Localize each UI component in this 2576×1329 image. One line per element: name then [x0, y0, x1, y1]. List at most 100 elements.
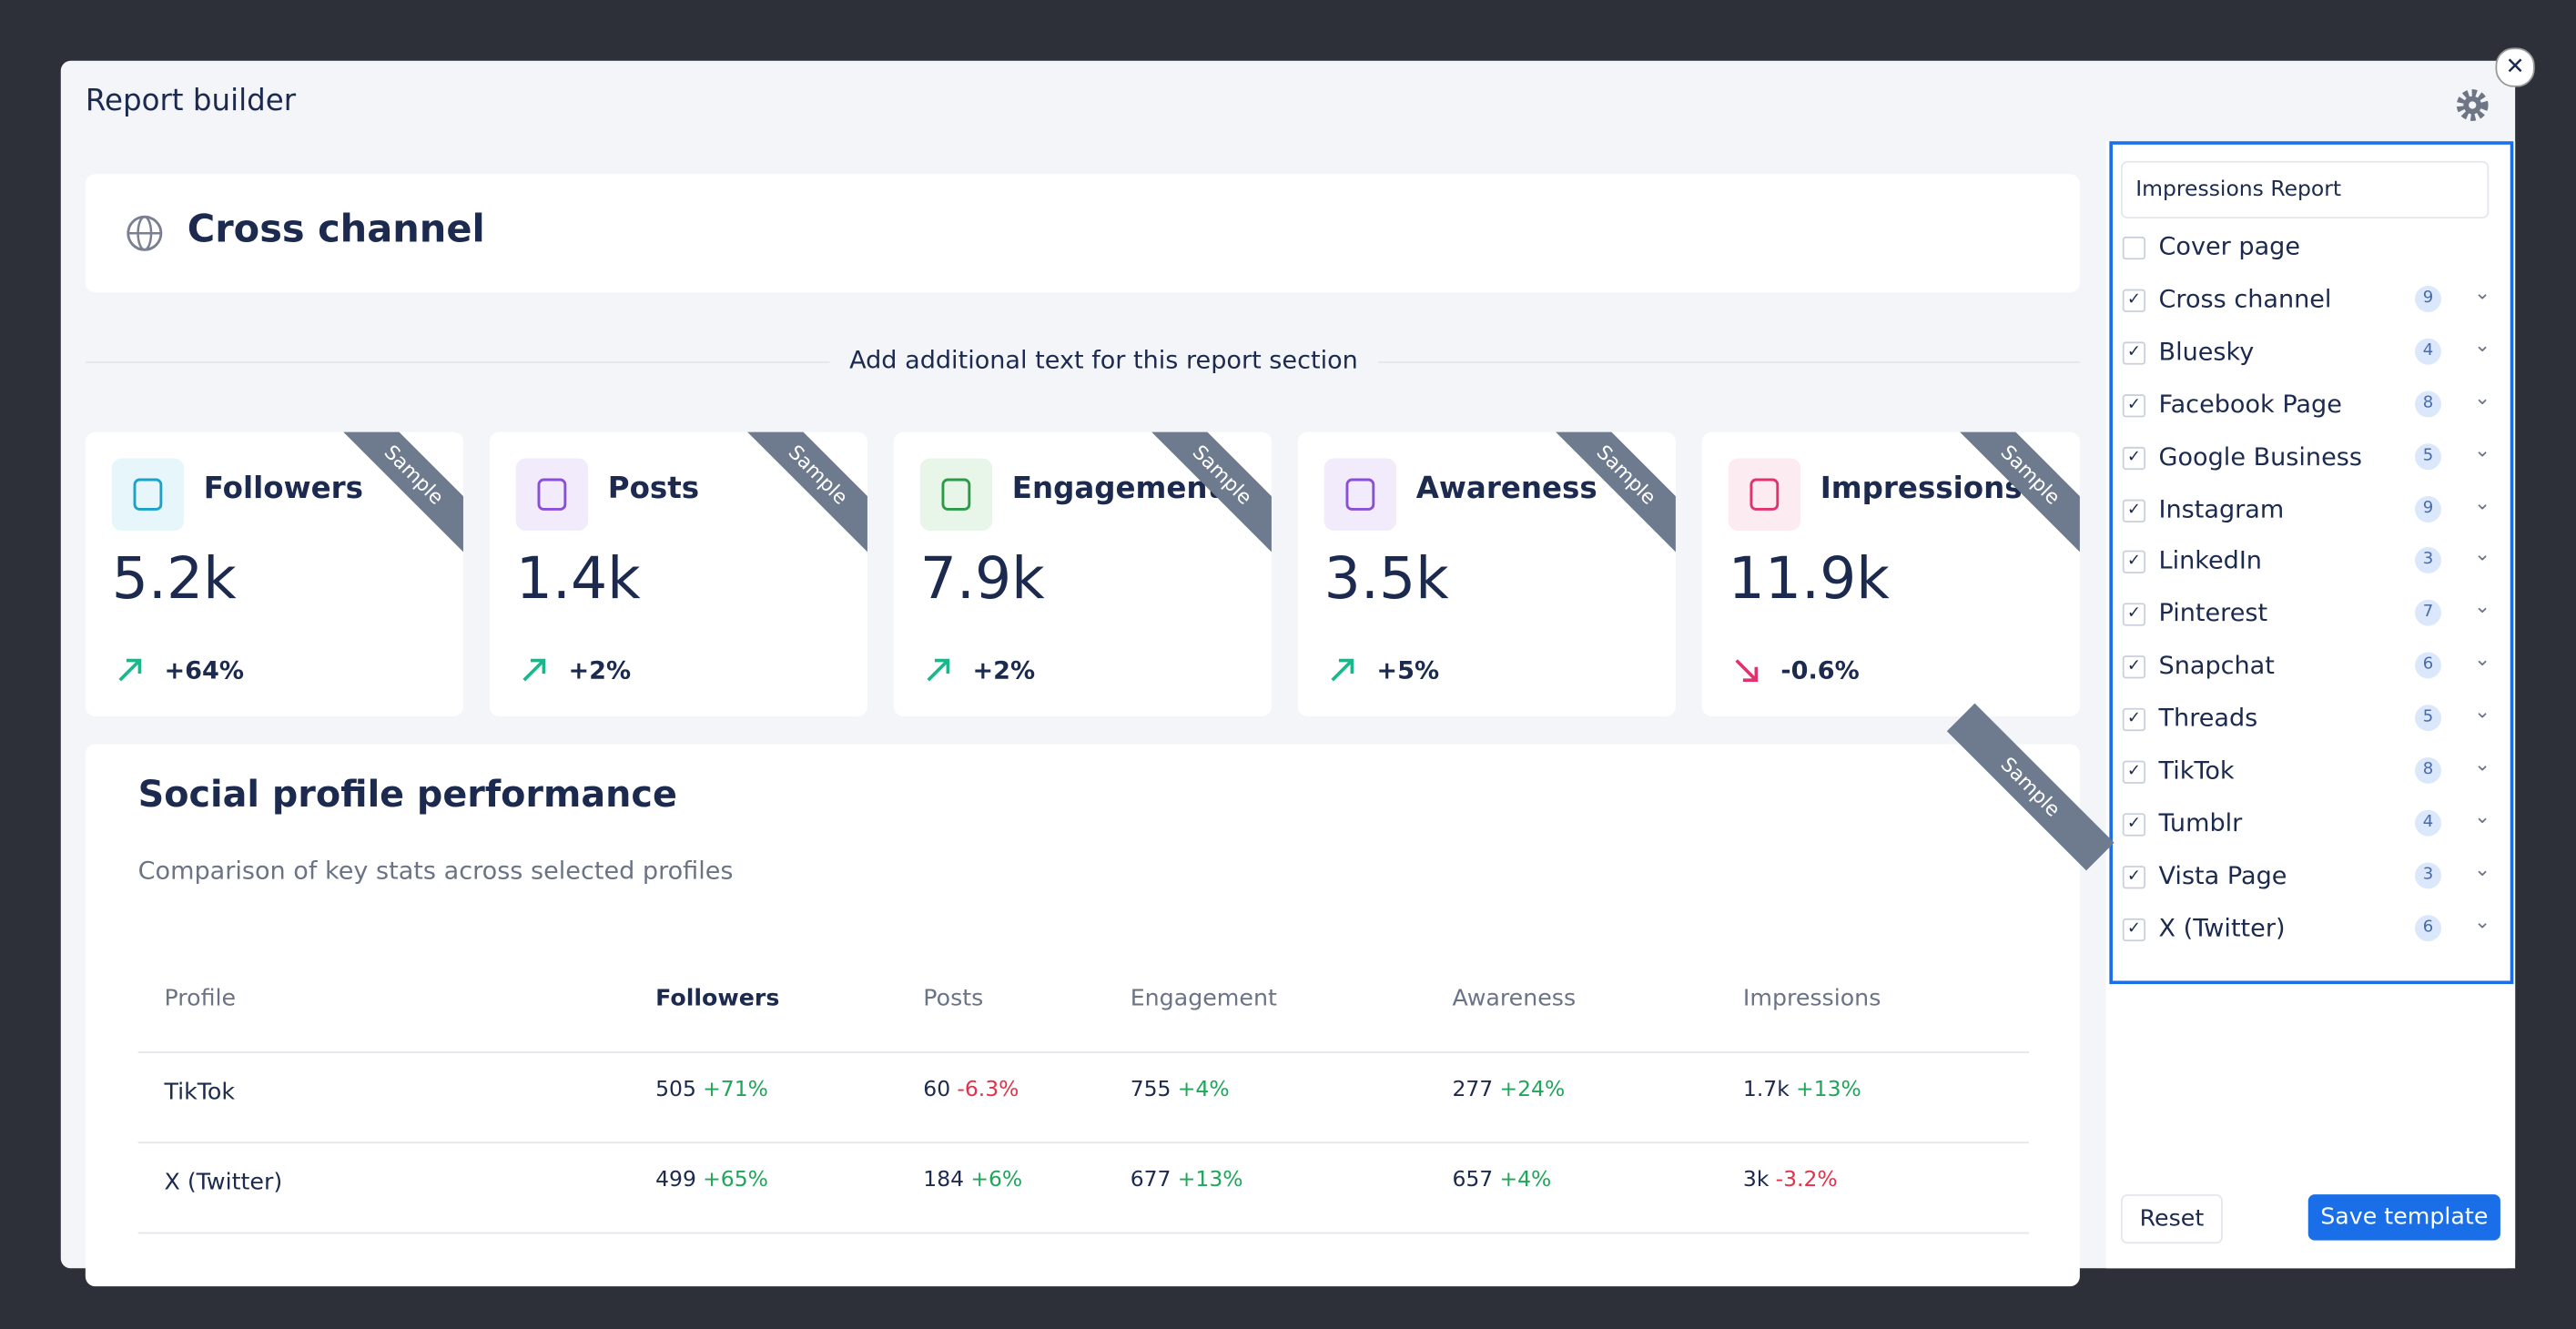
column-header[interactable]: Engagement: [1130, 985, 1277, 1012]
kpi-card: Followers 5.2k +64% Sample: [85, 431, 463, 716]
profile-name: TikTok: [164, 1079, 236, 1106]
checkbox[interactable]: ✓: [2122, 498, 2146, 522]
table-cell: 277 +24%: [1452, 1078, 1565, 1102]
trend-arrow: [923, 655, 952, 692]
add-text-prompt[interactable]: Add additional text for this report sect…: [829, 345, 1378, 375]
cell-change: +24%: [1499, 1077, 1566, 1103]
kpi-glyph: [1749, 478, 1780, 511]
kpi-card: Engagement 7.9k +2% Sample: [893, 431, 1272, 716]
section-item[interactable]: ✓ Instagram 9 ⌄: [2122, 490, 2500, 523]
arrow-glyph: [522, 658, 546, 682]
checkbox[interactable]: ✓: [2122, 393, 2146, 417]
section-item[interactable]: ✓ Cross channel 9 ⌄: [2122, 280, 2500, 314]
close-button[interactable]: ✕: [2495, 47, 2535, 87]
checkbox[interactable]: ✓: [2122, 708, 2146, 732]
kpi-card: Posts 1.4k +2% Sample: [489, 431, 867, 716]
kpi-icon: [111, 458, 185, 531]
expand-chevron[interactable]: ⌄: [2474, 909, 2491, 933]
expand-chevron[interactable]: ⌄: [2474, 385, 2491, 409]
trend-arrow: [519, 655, 548, 692]
kpi-label: Impressions: [1820, 471, 2023, 506]
checkbox[interactable]: ✓: [2122, 603, 2146, 627]
row-divider: [137, 1232, 2029, 1234]
expand-chevron[interactable]: ⌄: [2474, 333, 2491, 357]
section-label: X (Twitter): [2158, 912, 2286, 943]
reset-button[interactable]: Reset: [2120, 1194, 2223, 1244]
expand-chevron[interactable]: ⌄: [2474, 805, 2491, 828]
checkbox[interactable]: ✓: [2122, 341, 2146, 365]
section-label: Cross channel: [2158, 284, 2332, 314]
section-label: Vista Page: [2158, 860, 2287, 890]
trend-arrow: [115, 655, 144, 692]
expand-chevron[interactable]: ⌄: [2474, 490, 2491, 513]
column-header[interactable]: Followers: [655, 985, 780, 1012]
checkbox[interactable]: ✓: [2122, 655, 2146, 679]
section-label: Facebook Page: [2158, 389, 2342, 419]
section-item[interactable]: ✓ Snapchat 6 ⌄: [2122, 647, 2500, 681]
expand-chevron[interactable]: ⌄: [2474, 857, 2491, 881]
section-label: Instagram: [2158, 493, 2285, 523]
cell-change: +13%: [1796, 1077, 1861, 1103]
cell-value: 657: [1452, 1168, 1494, 1193]
kpi-change: +2%: [568, 655, 632, 685]
section-item[interactable]: ✓ Facebook Page 8 ⌄: [2122, 385, 2500, 419]
sidebar: [2105, 141, 2516, 1269]
expand-chevron[interactable]: ⌄: [2474, 700, 2491, 724]
checkbox[interactable]: ✓: [2122, 446, 2146, 470]
kpi-change: -0.6%: [1780, 655, 1860, 685]
column-header[interactable]: Profile: [164, 985, 237, 1012]
table-cell: 505 +71%: [655, 1078, 768, 1102]
arrow-glyph: [927, 658, 950, 682]
expand-chevron[interactable]: ⌄: [2474, 647, 2491, 671]
expand-chevron[interactable]: ⌄: [2474, 543, 2491, 566]
column-header[interactable]: Posts: [923, 985, 984, 1012]
table-cell: 3k -3.2%: [1743, 1168, 1838, 1192]
section-item[interactable]: ✓ Threads 5 ⌄: [2122, 700, 2500, 733]
section-item[interactable]: ✓ X (Twitter) 6 ⌄: [2122, 909, 2500, 943]
section-label: Snapchat: [2158, 651, 2275, 681]
section-label: Cover page: [2158, 231, 2301, 261]
section-item[interactable]: ✓ LinkedIn 3 ⌄: [2122, 543, 2500, 576]
expand-chevron[interactable]: ⌄: [2474, 594, 2491, 619]
checkbox[interactable]: ✓: [2122, 865, 2146, 889]
section-label: LinkedIn: [2158, 545, 2262, 576]
kpi-change: +64%: [164, 655, 244, 685]
arrow-glyph: [118, 658, 142, 682]
row-divider: [137, 1141, 2029, 1144]
checkbox[interactable]: ✓: [2122, 918, 2146, 941]
kpi-glyph: [133, 478, 163, 511]
column-header[interactable]: Impressions: [1742, 985, 1881, 1012]
arrow-glyph: [1331, 658, 1354, 682]
kpi-change: +5%: [1376, 655, 1440, 685]
section-item[interactable]: ✓ Google Business 5 ⌄: [2122, 438, 2500, 471]
section-item[interactable]: ✓ Bluesky 4 ⌄: [2122, 333, 2500, 366]
section-item[interactable]: ✓ TikTok 8 ⌄: [2122, 752, 2500, 786]
section-item[interactable]: Cover page: [2122, 231, 2500, 261]
checkbox[interactable]: ✓: [2122, 813, 2146, 837]
settings-icon[interactable]: [2454, 87, 2490, 124]
section-count: 4: [2415, 338, 2441, 365]
cell-value: 60: [923, 1077, 951, 1103]
section-item[interactable]: ✓ Tumblr 4 ⌄: [2122, 805, 2500, 837]
expand-chevron[interactable]: ⌄: [2474, 280, 2491, 304]
section-item[interactable]: ✓ Vista Page 3 ⌄: [2122, 857, 2500, 890]
save-template-button[interactable]: Save template: [2307, 1194, 2500, 1241]
cell-value: 499: [655, 1168, 696, 1193]
checkbox[interactable]: [2122, 236, 2146, 260]
table-cell: 755 +4%: [1131, 1078, 1230, 1102]
checkbox[interactable]: ✓: [2122, 760, 2146, 784]
kpi-glyph: [537, 478, 567, 511]
cell-change: +13%: [1177, 1168, 1243, 1193]
report-name-input[interactable]: Impressions Report: [2120, 160, 2490, 219]
checkbox[interactable]: ✓: [2122, 289, 2146, 312]
column-header[interactable]: Awareness: [1452, 985, 1577, 1012]
globe-icon: [127, 215, 163, 251]
expand-chevron[interactable]: ⌄: [2474, 752, 2491, 776]
kpi-value: 3.5k: [1323, 546, 1449, 614]
section-item[interactable]: ✓ Pinterest 7 ⌄: [2122, 594, 2500, 628]
kpi-label: Followers: [203, 471, 364, 506]
expand-chevron[interactable]: ⌄: [2474, 438, 2491, 462]
kpi-label: Awareness: [1415, 471, 1597, 506]
checkbox[interactable]: ✓: [2122, 551, 2146, 574]
